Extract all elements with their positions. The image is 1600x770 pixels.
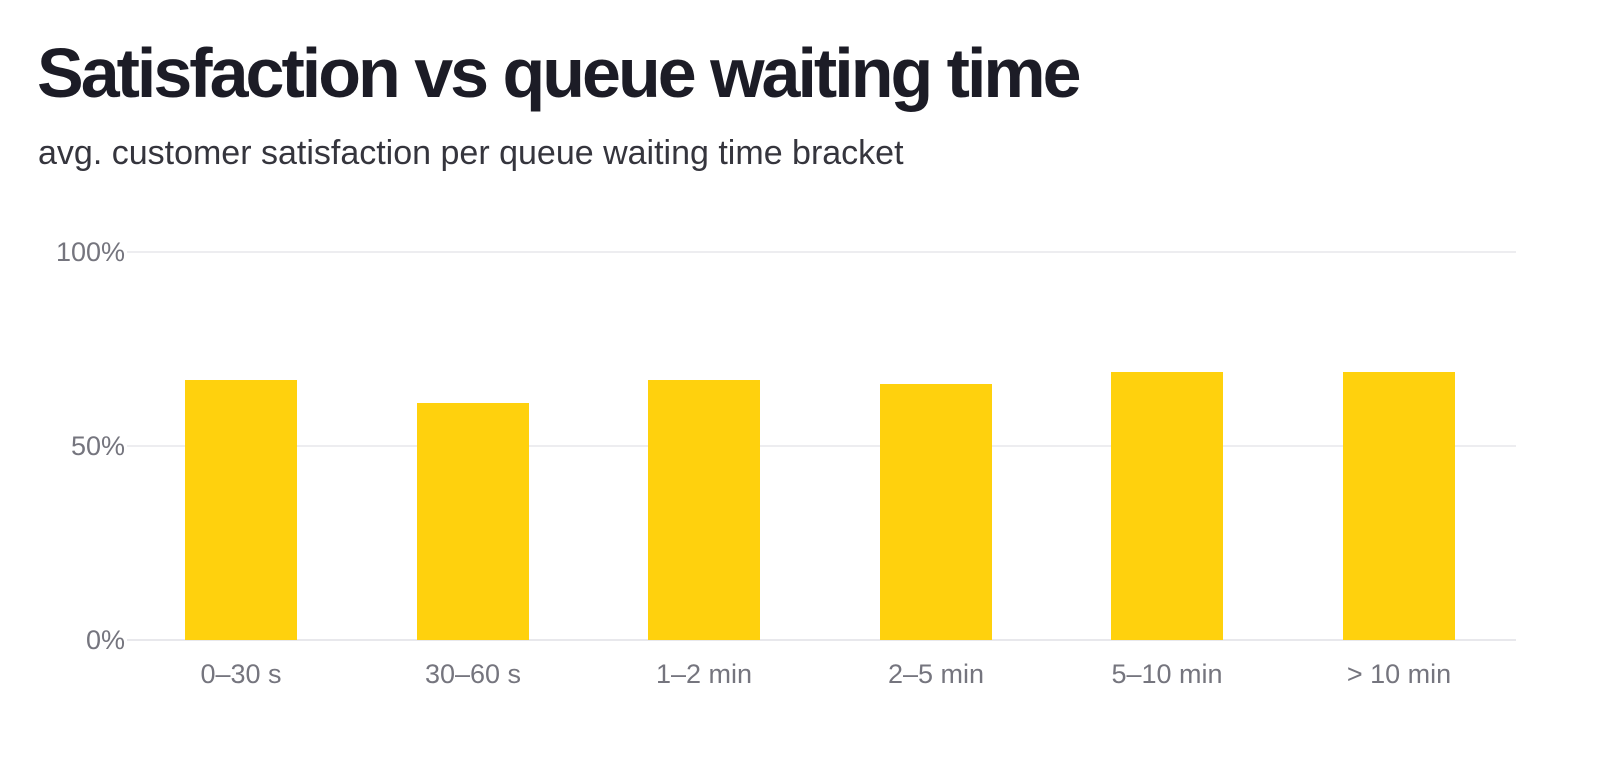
bar-2–5 min[interactable] — [880, 383, 992, 640]
bar-> 10 min[interactable] — [1343, 372, 1455, 640]
gridline-0 — [127, 639, 1516, 641]
y-axis-tick-50: 50% — [70, 431, 125, 461]
y-axis-tick-100: 100% — [55, 237, 125, 267]
y-axis-tick-0: 0% — [85, 625, 125, 655]
x-axis-tick-> 10 min: > 10 min — [1346, 659, 1452, 689]
x-axis-tick-30–60 s: 30–60 s — [424, 659, 522, 689]
x-axis-tick-5–10 min: 5–10 min — [1111, 659, 1223, 689]
chart-subtitle: avg. customer satisfaction per queue wai… — [38, 134, 904, 172]
x-axis-tick-2–5 min: 2–5 min — [887, 659, 985, 689]
gridline-100 — [127, 251, 1516, 253]
chart-title: Satisfaction vs queue waiting time — [37, 34, 1082, 112]
bar-5–10 min[interactable] — [1111, 372, 1223, 640]
gridline-50 — [127, 445, 1516, 447]
bar-30–60 s[interactable] — [417, 403, 529, 640]
bar-1–2 min[interactable] — [648, 380, 760, 640]
x-axis-tick-0–30 s: 0–30 s — [200, 659, 282, 689]
bar-0–30 s[interactable] — [185, 380, 297, 640]
x-axis-tick-1–2 min: 1–2 min — [655, 659, 753, 689]
